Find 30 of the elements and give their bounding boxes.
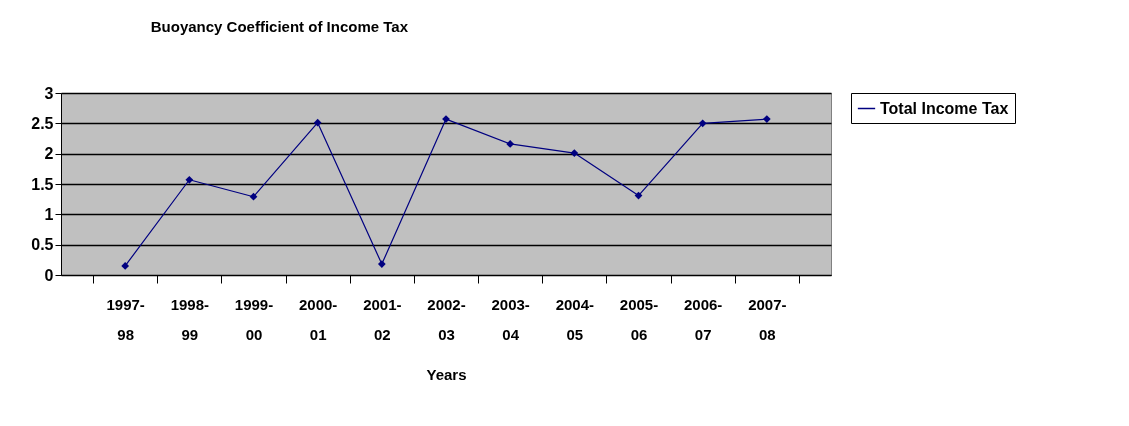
- x-tick-label: 2000-01: [298, 295, 338, 343]
- x-tick-label: 1998-99: [170, 295, 210, 343]
- x-tick-label: 2003-04: [491, 295, 530, 343]
- x-tick-label: 2005-06: [619, 295, 659, 343]
- y-tick-label: 3: [44, 84, 54, 102]
- x-tick-label: 1997-98: [106, 295, 145, 343]
- x-tick-label: 2007-08: [748, 295, 787, 343]
- x-tick-label: 2002-03: [427, 295, 466, 343]
- y-tick-label: 1: [44, 205, 54, 223]
- x-tick-label: 1999-00: [234, 295, 274, 343]
- y-tick-label: 2.5: [31, 114, 54, 132]
- y-tick-label: 0: [44, 266, 54, 284]
- point: [506, 140, 515, 148]
- point: [570, 149, 579, 157]
- point: [698, 119, 707, 128]
- point: [249, 192, 258, 201]
- x-tick-label: 2006-07: [683, 295, 723, 343]
- y-tick-label: 1.5: [31, 175, 54, 193]
- point: [185, 175, 194, 184]
- point: [313, 118, 322, 127]
- point: [762, 115, 771, 123]
- point: [377, 260, 386, 268]
- y-tick-label: 2: [44, 145, 54, 163]
- y-tick-label: 0.5: [31, 236, 54, 254]
- legend-label: Total Income Tax: [880, 99, 1009, 117]
- point: [121, 262, 130, 270]
- x-axis-title: Years: [426, 365, 467, 383]
- x-tick-label: 2001-02: [363, 295, 402, 343]
- chart-title: Buoyancy Coefficient of Income Tax: [150, 18, 409, 35]
- x-tick-label: 2004-05: [555, 295, 595, 343]
